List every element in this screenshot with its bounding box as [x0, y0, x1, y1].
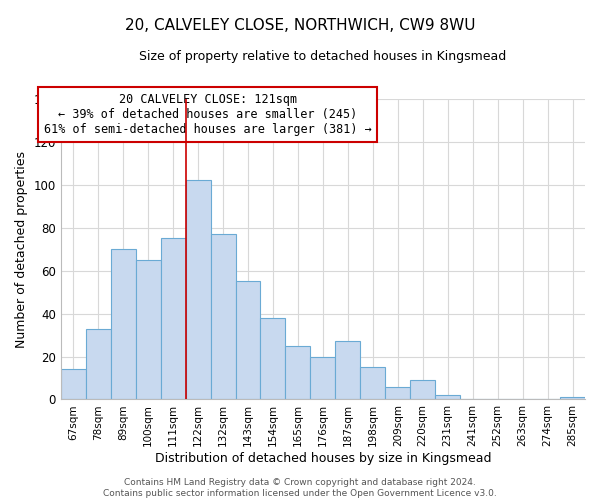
Bar: [236, 282, 260, 400]
Bar: [86, 328, 111, 400]
Text: 20, CALVELEY CLOSE, NORTHWICH, CW9 8WU: 20, CALVELEY CLOSE, NORTHWICH, CW9 8WU: [125, 18, 475, 32]
Bar: [136, 260, 161, 400]
Bar: [385, 386, 410, 400]
Bar: [435, 395, 460, 400]
Bar: [161, 238, 185, 400]
Bar: [211, 234, 236, 400]
X-axis label: Distribution of detached houses by size in Kingsmead: Distribution of detached houses by size …: [155, 452, 491, 465]
Bar: [260, 318, 286, 400]
Y-axis label: Number of detached properties: Number of detached properties: [15, 150, 28, 348]
Bar: [560, 398, 585, 400]
Title: Size of property relative to detached houses in Kingsmead: Size of property relative to detached ho…: [139, 50, 506, 63]
Bar: [361, 368, 385, 400]
Bar: [335, 342, 361, 400]
Bar: [61, 370, 86, 400]
Bar: [410, 380, 435, 400]
Bar: [286, 346, 310, 400]
Bar: [310, 356, 335, 400]
Bar: [185, 180, 211, 400]
Bar: [111, 249, 136, 400]
Text: Contains HM Land Registry data © Crown copyright and database right 2024.
Contai: Contains HM Land Registry data © Crown c…: [103, 478, 497, 498]
Text: 20 CALVELEY CLOSE: 121sqm
← 39% of detached houses are smaller (245)
61% of semi: 20 CALVELEY CLOSE: 121sqm ← 39% of detac…: [44, 93, 371, 136]
